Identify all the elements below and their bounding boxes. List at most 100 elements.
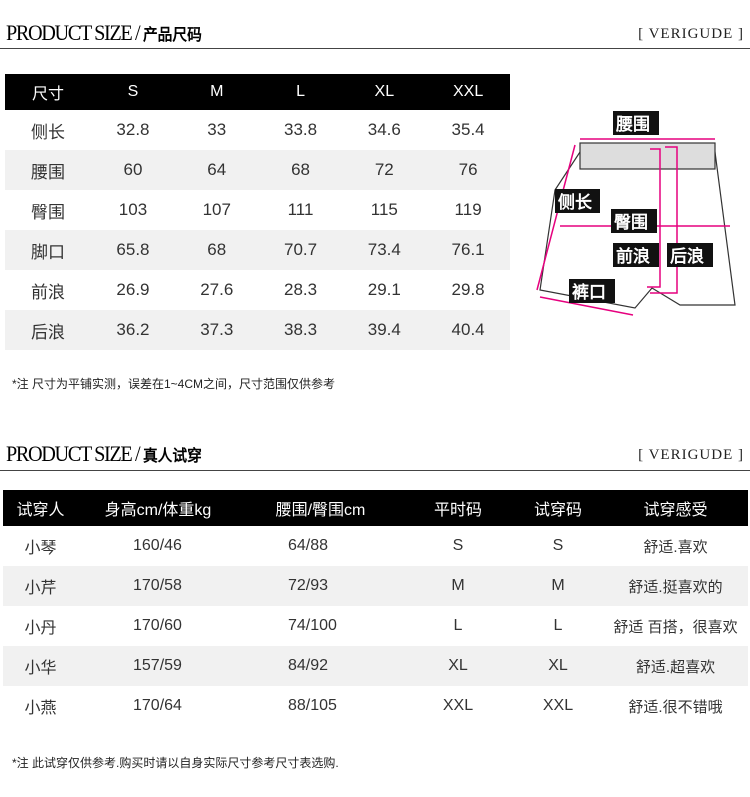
table-cell: 舒适.很不错哦 [628,698,723,716]
table-cell: 160/46 [133,537,182,554]
table-cell: 68 [174,230,259,270]
table-cell: 60 [91,150,175,190]
column-header: 试穿人 [3,490,78,526]
title-en: PRODUCT SIZE [6,20,133,45]
table-cell: 64 [174,150,259,190]
table-cell: 72 [342,150,427,190]
title-en: PRODUCT SIZE [6,441,133,466]
table-cell: 27.6 [200,280,234,299]
column-header: S [91,74,175,110]
size-note: *注 尺寸为平铺实测，误差在1~4CM之间，尺寸范围仅供参考 [12,377,336,391]
table-cell: 臀围 [31,202,66,222]
table-cell: 舒适.挺喜欢的 [603,566,748,606]
table-cell: 36.2 [91,310,175,350]
table-row: 侧长 32.8 33 33.8 34.6 35.4 [5,110,510,150]
column-header: XL [342,74,427,110]
tryon-note: *注 此试穿仅供参考.购买时请以自身实际尺寸参考尺寸表选购. [12,756,339,770]
table-cell: 33 [207,120,227,139]
table-row: 小琴 160/46 64/88 S S 舒适.喜欢 [3,526,748,566]
label-hip: 臀围 [614,213,648,232]
label-waist: 腰围 [616,115,650,134]
table-cell: 72/93 [238,566,403,606]
label-hem: 裤口 [572,282,606,302]
table-row: 小丹 170/60 74/100 L L 舒适 百搭，很喜欢 [3,606,748,646]
table-cell: S [452,537,464,554]
table-cell: XXL [442,697,474,714]
table-cell: XL [513,646,603,686]
table-cell: 29.1 [367,280,401,299]
table-cell: 小琴 [24,540,57,557]
table-cell: 舒适 百搭，很喜欢 [613,618,738,636]
column-header: 试穿感受 [603,490,748,526]
table-cell: 34.6 [367,120,401,139]
table-row: 腰围 60 64 68 72 76 [5,150,510,190]
title-cn: 产品尺码 [142,25,202,44]
table-cell: 74/100 [288,617,337,634]
table-row: 小华 157/59 84/92 XL XL 舒适.超喜欢 [3,646,748,686]
table-cell: 157/59 [78,646,238,686]
table-cell: M [403,566,513,606]
column-header: L [258,74,343,110]
table-cell: 小丹 [24,620,57,637]
label-back-rise: 后浪 [670,246,704,266]
label-side: 侧长 [558,192,593,212]
table-cell: 38.3 [258,310,343,350]
column-header: 平时码 [403,490,513,526]
table-cell: 脚口 [5,230,92,270]
table-cell: 39.4 [342,310,427,350]
label-front-rise: 前浪 [616,246,650,266]
table-row: 小芹 170/58 72/93 M M 舒适.挺喜欢的 [3,566,748,606]
table-cell: 64/88 [288,537,329,554]
divider [0,48,750,49]
table-cell: 107 [202,200,231,219]
table-cell: 前浪 [31,282,66,302]
size-table: 尺寸 S M L XL XXL 侧长 32.8 33 33.8 34.6 35.4 腰围 60 64 68 72… [5,74,510,350]
table-cell: 后浪 [5,310,92,350]
table-cell: 65.8 [91,230,175,270]
table-cell: 73.4 [342,230,427,270]
table-cell: L [453,617,463,634]
table-cell: 26.9 [116,280,150,299]
table-cell: 33.8 [283,120,318,139]
table-cell: 舒适.喜欢 [643,538,708,556]
shorts-diagram: 腰围 侧长 臀围 前浪 后浪 裤口 [536,111,736,316]
table-cell: 88/105 [288,697,337,714]
table-cell: 170/64 [133,697,182,714]
tryon-section-header: PRODUCT SIZE / 真人试穿 [ VERIGUDE ] [6,441,744,466]
divider [0,470,750,471]
brand-label: [ VERIGUDE ] [638,447,744,463]
table-cell: 腰围 [5,150,92,190]
table-cell: 37.3 [174,310,259,350]
table-row: 臀围 103 107 111 115 119 [5,190,510,230]
tryon-table: 试穿人 身高cm/体重kg 腰围/臀围cm 平时码 试穿码 试穿感受 小琴 160/46 64/… [3,490,748,726]
table-cell: 70.7 [258,230,343,270]
table-cell: 103 [118,200,148,219]
brand-label: [ VERIGUDE ] [638,26,744,42]
column-header: 试穿码 [513,490,603,526]
table-cell: XL [403,646,513,686]
table-cell: 68 [258,150,343,190]
table-cell: 舒适.超喜欢 [603,646,748,686]
table-cell: 119 [454,200,482,219]
table-cell: 29.8 [451,280,485,299]
table-row: 脚口 65.8 68 70.7 73.4 76.1 [5,230,510,270]
table-cell: 小芹 [3,566,78,606]
table-cell: 170/60 [133,617,182,634]
table-row: 前浪 26.9 27.6 28.3 29.1 29.8 [5,270,510,310]
table-cell: M [513,566,603,606]
table-cell: 小华 [3,646,78,686]
table-cell: 111 [287,200,314,219]
table-row: 小燕 170/64 88/105 XXL XXL 舒适.很不错哦 [3,686,748,726]
column-header: 身高cm/体重kg [78,490,238,526]
table-cell: 40.4 [426,310,510,350]
table-cell: 28.3 [283,280,318,299]
table-cell: S [552,537,564,554]
size-section-header: PRODUCT SIZE / 产品尺码 [ VERIGUDE ] [6,20,744,45]
table-cell: 32.8 [116,120,150,139]
table-cell: 84/92 [238,646,403,686]
table-cell: 76.1 [426,230,510,270]
table-cell: 小燕 [24,700,57,717]
column-header: 尺寸 [5,74,92,110]
table-cell: 侧长 [31,122,66,142]
table-cell: 115 [370,200,398,219]
